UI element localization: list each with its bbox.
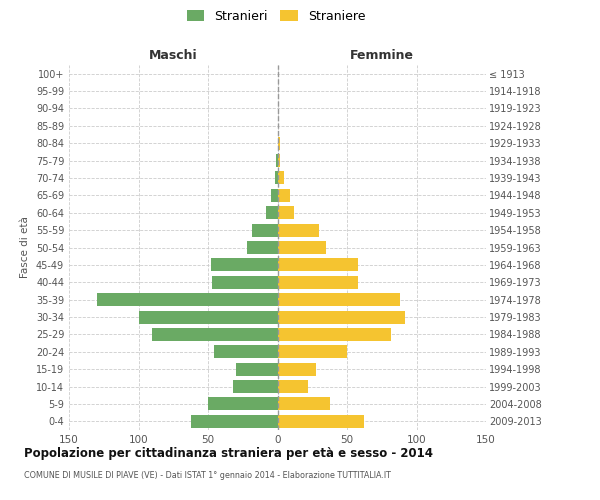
Bar [212,276,277,289]
Bar [277,310,406,324]
Bar [276,154,277,167]
Bar [277,398,331,410]
Text: Popolazione per cittadinanza straniera per età e sesso - 2014: Popolazione per cittadinanza straniera p… [24,448,433,460]
Bar [236,362,277,376]
Text: Maschi: Maschi [149,48,197,62]
Bar [253,224,277,236]
Bar [271,189,277,202]
Bar [277,328,391,341]
Bar [277,276,358,289]
Bar [214,346,277,358]
Bar [277,172,284,184]
Bar [277,415,364,428]
Bar [277,362,316,376]
Bar [211,258,277,272]
Bar [266,206,277,220]
Y-axis label: Fasce di età: Fasce di età [20,216,30,278]
Bar [139,310,277,324]
Bar [277,241,326,254]
Legend: Stranieri, Straniere: Stranieri, Straniere [183,6,369,26]
Bar [208,398,277,410]
Bar [152,328,277,341]
Bar [277,258,358,272]
Bar [277,380,308,393]
Bar [233,380,277,393]
Text: Femmine: Femmine [350,48,414,62]
Bar [277,154,280,167]
Bar [277,224,319,236]
Bar [191,415,277,428]
Bar [97,293,277,306]
Bar [277,293,400,306]
Bar [277,189,290,202]
Bar [247,241,277,254]
Y-axis label: Anni di nascita: Anni di nascita [598,209,600,286]
Bar [275,172,277,184]
Bar [277,206,294,220]
Text: COMUNE DI MUSILE DI PIAVE (VE) - Dati ISTAT 1° gennaio 2014 - Elaborazione TUTTI: COMUNE DI MUSILE DI PIAVE (VE) - Dati IS… [24,471,391,480]
Bar [277,346,347,358]
Bar [277,136,280,149]
